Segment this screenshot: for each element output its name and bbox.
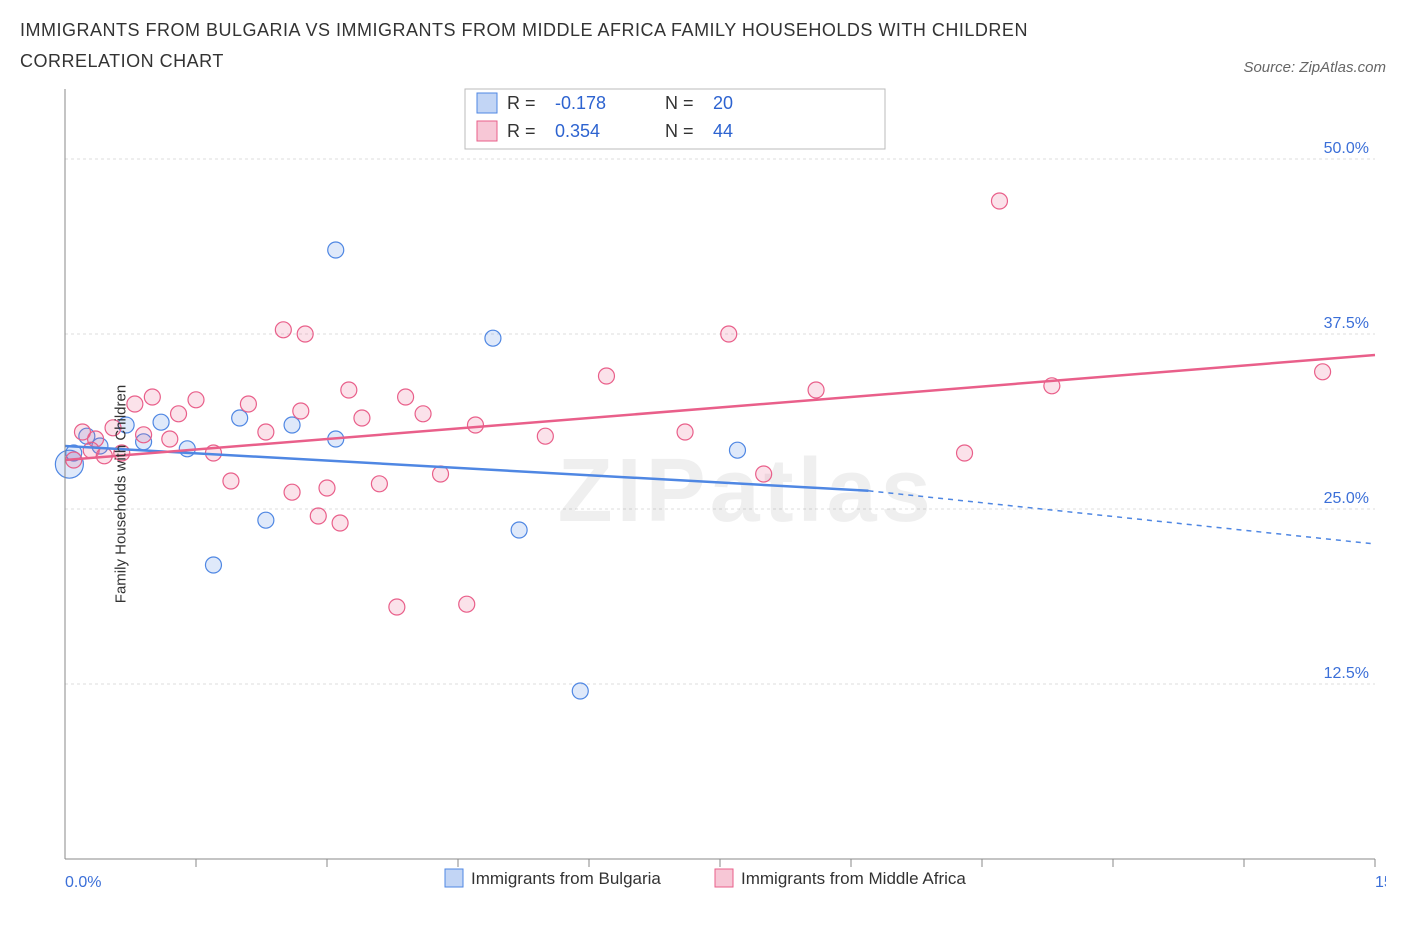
correlation-scatter-chart: 12.5% 25.0% 37.5% 50.0% ZIPatlas 0.0% 15.0% R =… — [20, 84, 1386, 914]
legend-r-label: R = — [507, 121, 536, 141]
series-legend-label: Immigrants from Middle Africa — [741, 869, 966, 888]
source-attribution: Source: ZipAtlas.com — [1243, 59, 1386, 76]
data-point — [808, 382, 824, 398]
data-point — [389, 599, 405, 615]
data-point — [398, 389, 414, 405]
data-point — [332, 515, 348, 531]
data-point — [88, 431, 104, 447]
data-point — [284, 417, 300, 433]
data-point — [721, 326, 737, 342]
x-tick-label: 15.0% — [1375, 874, 1386, 891]
data-point — [572, 683, 588, 699]
data-point — [188, 392, 204, 408]
data-point — [144, 389, 160, 405]
data-point — [258, 512, 274, 528]
legend-swatch — [715, 869, 733, 887]
data-point — [205, 557, 221, 573]
data-point — [319, 480, 335, 496]
data-point — [223, 473, 239, 489]
data-point — [537, 428, 553, 444]
data-point — [275, 322, 291, 338]
trend-line-extrapolated — [868, 491, 1375, 544]
y-tick-label: 37.5% — [1324, 315, 1369, 332]
legend-n-value: 20 — [713, 93, 733, 113]
legend-n-value: 44 — [713, 121, 733, 141]
data-point — [232, 410, 248, 426]
y-axis-label: Family Households with Children — [113, 385, 130, 603]
legend-r-label: R = — [507, 93, 536, 113]
data-point — [136, 427, 152, 443]
data-point — [677, 424, 693, 440]
data-point — [310, 508, 326, 524]
data-point — [511, 522, 527, 538]
data-point — [328, 242, 344, 258]
data-point — [485, 330, 501, 346]
data-point — [467, 417, 483, 433]
series-legend-label: Immigrants from Bulgaria — [471, 869, 661, 888]
data-point — [957, 445, 973, 461]
legend-swatch — [477, 93, 497, 113]
chart-title: IMMIGRANTS FROM BULGARIA VS IMMIGRANTS F… — [20, 15, 1120, 76]
data-point — [240, 396, 256, 412]
y-tick-label: 25.0% — [1324, 490, 1369, 507]
data-point — [991, 193, 1007, 209]
data-point — [415, 406, 431, 422]
legend-n-label: N = — [665, 93, 694, 113]
data-point — [756, 466, 772, 482]
data-point — [354, 410, 370, 426]
legend-r-value: 0.354 — [555, 121, 600, 141]
data-point — [153, 414, 169, 430]
data-point — [297, 326, 313, 342]
data-point — [293, 403, 309, 419]
data-point — [341, 382, 357, 398]
legend-swatch — [477, 121, 497, 141]
data-point — [729, 442, 745, 458]
legend-r-value: -0.178 — [555, 93, 606, 113]
data-point — [598, 368, 614, 384]
data-point — [371, 476, 387, 492]
x-tick-label: 0.0% — [65, 874, 101, 891]
data-point — [1315, 364, 1331, 380]
data-point — [284, 484, 300, 500]
data-point — [171, 406, 187, 422]
watermark: ZIPatlas — [558, 441, 935, 541]
y-tick-label: 50.0% — [1324, 140, 1369, 157]
y-tick-label: 12.5% — [1324, 665, 1369, 682]
data-point — [258, 424, 274, 440]
data-point — [162, 431, 178, 447]
data-point — [459, 596, 475, 612]
legend-swatch — [445, 869, 463, 887]
legend-n-label: N = — [665, 121, 694, 141]
